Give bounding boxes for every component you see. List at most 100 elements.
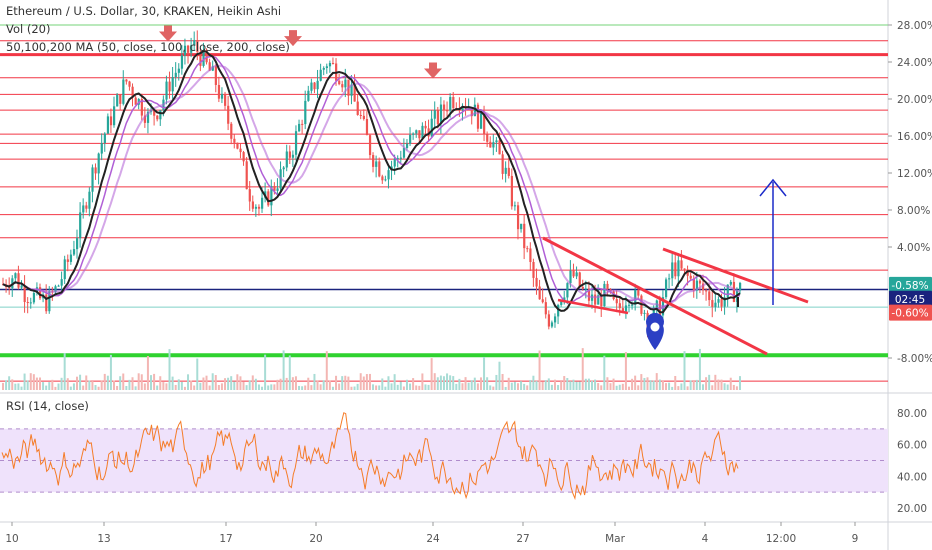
candle-body <box>214 66 217 85</box>
volume-bar <box>180 381 183 390</box>
volume-bar <box>615 385 618 390</box>
candle-body <box>29 302 32 304</box>
volume-bar <box>479 377 482 390</box>
volume-bar <box>42 382 45 390</box>
rsi-tick-label: 80.00 <box>897 408 927 420</box>
volume-bar <box>439 375 442 390</box>
volume-bar <box>251 375 254 390</box>
candle-body <box>483 112 486 135</box>
candle-body <box>581 286 584 289</box>
volume-bar <box>368 373 371 390</box>
candle-body <box>695 280 699 291</box>
volume-bar <box>227 377 230 390</box>
candle-body <box>54 286 57 293</box>
volume-bar <box>11 379 14 390</box>
candle-body <box>63 259 66 280</box>
candle-body <box>23 285 26 302</box>
candle-body <box>227 105 230 124</box>
volume-bar <box>603 355 606 390</box>
volume-bar <box>483 356 486 390</box>
candle-body <box>405 143 409 148</box>
volume-bar <box>433 373 436 390</box>
candle-body <box>57 285 60 287</box>
candle-body <box>103 133 106 144</box>
candle-body <box>239 148 242 153</box>
volume-bar <box>270 384 273 390</box>
volume-bar <box>492 386 495 390</box>
candle-body <box>566 283 569 298</box>
candle-body <box>125 79 128 82</box>
volume-bar <box>668 382 671 390</box>
candle-body <box>285 151 288 168</box>
down-arrow-icon <box>424 62 442 79</box>
down-arrow-icon <box>284 30 302 47</box>
volume-bar <box>424 384 427 390</box>
time-tick-label: 24 <box>426 533 440 545</box>
candle-body <box>368 135 372 156</box>
candle-body <box>513 205 517 207</box>
candle-body <box>322 68 325 70</box>
trendline-short <box>557 298 629 315</box>
candle-body <box>294 131 298 155</box>
volume-bar <box>140 374 143 390</box>
volume-bar <box>550 384 553 390</box>
volume-bar <box>436 377 439 390</box>
volume-bar <box>32 374 35 390</box>
volume-bar <box>680 383 683 390</box>
candle-body <box>399 157 402 159</box>
price-tick-label: -8.00% <box>897 353 932 365</box>
volume-bar <box>310 385 313 390</box>
candle-body <box>122 79 125 104</box>
volume-bar <box>624 352 627 390</box>
candle-body <box>692 278 695 291</box>
volume-bar <box>97 386 100 390</box>
volume-bar <box>646 377 649 390</box>
volume-bar <box>532 375 535 390</box>
candle-body <box>143 115 147 123</box>
candle-body <box>344 79 347 88</box>
candle-body <box>159 110 162 120</box>
candle-body <box>26 301 29 303</box>
volume-bar <box>634 375 637 390</box>
candle-body <box>439 104 443 125</box>
candle-body <box>69 254 73 262</box>
volume-bar <box>193 385 196 390</box>
target-arrow-icon <box>759 178 787 197</box>
candle-body <box>510 175 514 207</box>
rsi-line <box>1 412 739 501</box>
volume-bar <box>131 377 134 390</box>
candle-body <box>449 96 452 111</box>
candle-body <box>304 100 307 125</box>
candle-body <box>82 205 85 213</box>
volume-bar <box>267 385 270 390</box>
time-tick-label: 4 <box>702 533 709 545</box>
candle-body <box>711 300 714 307</box>
candle-body <box>153 110 156 116</box>
candle-body <box>442 104 446 111</box>
price-tick-label: 16.00% <box>897 131 932 143</box>
candle-body <box>273 186 276 191</box>
volume-bar <box>557 385 560 390</box>
candle-body <box>375 161 378 167</box>
candle-body <box>550 322 554 327</box>
volume-bar <box>726 384 729 390</box>
candle-body <box>717 299 720 303</box>
volume-bar <box>113 380 116 390</box>
volume-bar <box>331 386 334 390</box>
candle-body <box>310 82 313 91</box>
volume-bar <box>57 383 60 390</box>
volume-bar <box>276 379 279 390</box>
volume-bar <box>196 358 199 390</box>
candle-body <box>476 104 480 129</box>
volume-bar <box>372 384 375 390</box>
volume-bar <box>683 351 686 390</box>
volume-bar <box>569 381 572 390</box>
volume-bar <box>273 384 276 390</box>
candle-body <box>575 272 578 277</box>
volume-bar <box>313 373 316 390</box>
volume-bar <box>214 375 217 390</box>
volume-bar <box>199 382 202 390</box>
volume-bar <box>54 386 57 390</box>
volume-bar <box>335 375 338 390</box>
